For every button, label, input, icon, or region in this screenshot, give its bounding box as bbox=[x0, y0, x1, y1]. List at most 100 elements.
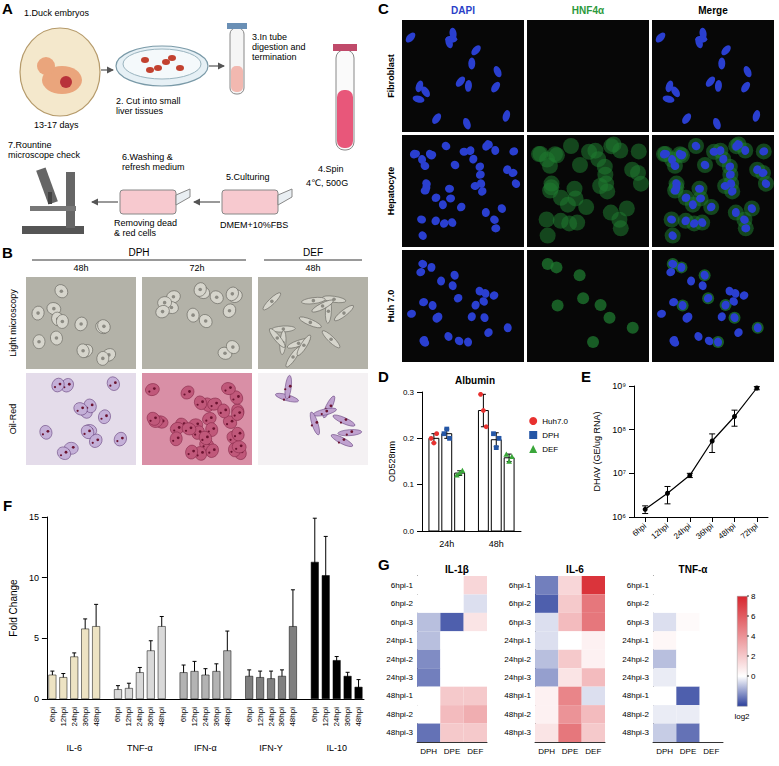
svg-text:Fibroblast: Fibroblast bbox=[386, 54, 396, 98]
svg-text:G: G bbox=[378, 556, 390, 573]
svg-text:48hpi-2: 48hpi-2 bbox=[386, 710, 413, 719]
svg-text:DEF: DEF bbox=[467, 747, 483, 756]
svg-text:DPH: DPH bbox=[538, 747, 555, 756]
svg-text:4℃, 500G: 4℃, 500G bbox=[306, 178, 348, 188]
svg-text:5: 5 bbox=[34, 633, 39, 643]
svg-text:7.Rountine: 7.Rountine bbox=[8, 140, 52, 150]
svg-text:48hpi-1: 48hpi-1 bbox=[622, 691, 649, 700]
svg-text:6hpi-2: 6hpi-2 bbox=[509, 599, 532, 608]
svg-text:36hpi: 36hpi bbox=[81, 707, 90, 727]
svg-text:IL-6: IL-6 bbox=[566, 564, 584, 575]
svg-text:6hpi-3: 6hpi-3 bbox=[391, 618, 414, 627]
svg-text:TNF-α: TNF-α bbox=[679, 564, 709, 575]
svg-text:24hpi: 24hpi bbox=[332, 707, 341, 727]
svg-text:Light microscopy: Light microscopy bbox=[8, 289, 18, 357]
svg-text:13-17 days: 13-17 days bbox=[34, 120, 79, 130]
svg-text:24h: 24h bbox=[439, 539, 454, 549]
svg-text:12hpi: 12hpi bbox=[190, 707, 199, 727]
svg-text:24hpi: 24hpi bbox=[201, 707, 210, 727]
svg-text:DPH: DPH bbox=[542, 431, 559, 440]
svg-text:6hpi-1: 6hpi-1 bbox=[627, 581, 650, 590]
svg-text:0.0: 0.0 bbox=[403, 527, 415, 536]
svg-text:48hpi: 48hpi bbox=[92, 707, 101, 727]
svg-text:6hpi: 6hpi bbox=[631, 521, 649, 538]
svg-text:24hpi-3: 24hpi-3 bbox=[504, 673, 531, 682]
svg-text:Hepatocyte: Hepatocyte bbox=[386, 167, 396, 216]
svg-text:0.1: 0.1 bbox=[403, 480, 415, 489]
svg-text:12hpi: 12hpi bbox=[124, 707, 133, 727]
svg-text:48hpi: 48hpi bbox=[288, 707, 297, 727]
svg-text:Removing dead: Removing dead bbox=[114, 218, 177, 228]
svg-text:6hpi: 6hpi bbox=[310, 707, 319, 722]
svg-text:IFN-α: IFN-α bbox=[194, 743, 217, 753]
svg-text:Huh 7.0: Huh 7.0 bbox=[386, 290, 396, 323]
svg-text:DPE: DPE bbox=[562, 747, 578, 756]
svg-text:10⁹: 10⁹ bbox=[612, 381, 626, 391]
svg-text:6hpi: 6hpi bbox=[245, 707, 254, 722]
svg-text:24hpi-2: 24hpi-2 bbox=[386, 655, 413, 664]
svg-text:24hpi-1: 24hpi-1 bbox=[622, 636, 649, 645]
svg-text:Fold Change: Fold Change bbox=[8, 579, 19, 637]
svg-text:24hpi-1: 24hpi-1 bbox=[386, 636, 413, 645]
svg-text:0: 0 bbox=[34, 694, 39, 704]
svg-text:DMEM+10%FBS: DMEM+10%FBS bbox=[220, 220, 288, 230]
svg-text:36hpi: 36hpi bbox=[343, 707, 352, 727]
svg-text:12hpi: 12hpi bbox=[321, 707, 330, 727]
svg-text:10: 10 bbox=[29, 573, 39, 583]
svg-text:10⁸: 10⁸ bbox=[612, 425, 626, 435]
svg-text:6hpi-1: 6hpi-1 bbox=[509, 581, 532, 590]
svg-text:6.Washing &: 6.Washing & bbox=[122, 152, 173, 162]
svg-text:Albumin: Albumin bbox=[455, 375, 495, 386]
svg-text:72h: 72h bbox=[189, 263, 204, 273]
svg-text:6hpi: 6hpi bbox=[113, 707, 122, 722]
svg-text:digestion and: digestion and bbox=[252, 42, 306, 52]
svg-text:6hpi-3: 6hpi-3 bbox=[509, 618, 532, 627]
svg-text:36hpi: 36hpi bbox=[694, 521, 715, 541]
svg-text:48hpi-3: 48hpi-3 bbox=[504, 728, 531, 737]
svg-text:DPH: DPH bbox=[656, 747, 673, 756]
svg-text:3.In tube: 3.In tube bbox=[252, 32, 287, 42]
svg-text:DPE: DPE bbox=[444, 747, 460, 756]
svg-text:B: B bbox=[2, 244, 13, 261]
svg-text:6hpi-2: 6hpi-2 bbox=[391, 599, 414, 608]
svg-text:6hpi: 6hpi bbox=[179, 707, 188, 722]
svg-text:termination: termination bbox=[252, 52, 297, 62]
svg-text:15: 15 bbox=[29, 512, 39, 522]
svg-text:48hpi-2: 48hpi-2 bbox=[622, 710, 649, 719]
svg-text:24hpi-3: 24hpi-3 bbox=[622, 673, 649, 682]
svg-text:48h: 48h bbox=[489, 539, 504, 549]
svg-text:48hpi: 48hpi bbox=[717, 521, 738, 541]
svg-text:A: A bbox=[2, 0, 13, 17]
svg-text:IFN-Y: IFN-Y bbox=[259, 743, 283, 753]
svg-text:24hpi: 24hpi bbox=[672, 521, 693, 541]
svg-text:D: D bbox=[378, 368, 389, 385]
svg-text:Merge: Merge bbox=[698, 5, 728, 16]
svg-text:12hpi: 12hpi bbox=[650, 521, 671, 541]
svg-text:DHAV (GE/ug RNA): DHAV (GE/ug RNA) bbox=[592, 412, 602, 492]
svg-text:log2: log2 bbox=[734, 712, 750, 721]
svg-text:DPH: DPH bbox=[420, 747, 437, 756]
svg-text:48h: 48h bbox=[73, 263, 88, 273]
svg-text:IL-10: IL-10 bbox=[326, 743, 347, 753]
svg-text:Oil-Red: Oil-Red bbox=[8, 404, 18, 435]
svg-text:2. Cut into small: 2. Cut into small bbox=[116, 96, 181, 106]
svg-text:36hpi: 36hpi bbox=[146, 707, 155, 727]
svg-text:24hpi-2: 24hpi-2 bbox=[504, 655, 531, 664]
svg-text:6hpi-2: 6hpi-2 bbox=[627, 599, 650, 608]
svg-text:DEF: DEF bbox=[585, 747, 601, 756]
svg-text:IL-1β: IL-1β bbox=[445, 564, 469, 575]
svg-text:Huh7.0: Huh7.0 bbox=[542, 417, 568, 426]
svg-text:TNF-α: TNF-α bbox=[127, 743, 153, 753]
svg-text:microscope check: microscope check bbox=[8, 150, 81, 160]
svg-text:12hpi: 12hpi bbox=[59, 707, 68, 727]
svg-text:8: 8 bbox=[751, 592, 756, 601]
svg-text:DEF: DEF bbox=[303, 247, 323, 258]
svg-text:72hpi: 72hpi bbox=[739, 521, 760, 541]
svg-text:48hpi-3: 48hpi-3 bbox=[622, 728, 649, 737]
svg-text:24hpi-2: 24hpi-2 bbox=[622, 655, 649, 664]
svg-text:36hpi: 36hpi bbox=[212, 707, 221, 727]
svg-text:C: C bbox=[378, 0, 389, 17]
svg-text:24hpi-1: 24hpi-1 bbox=[504, 636, 531, 645]
svg-text:DEF: DEF bbox=[703, 747, 719, 756]
svg-text:DPH: DPH bbox=[128, 247, 149, 258]
